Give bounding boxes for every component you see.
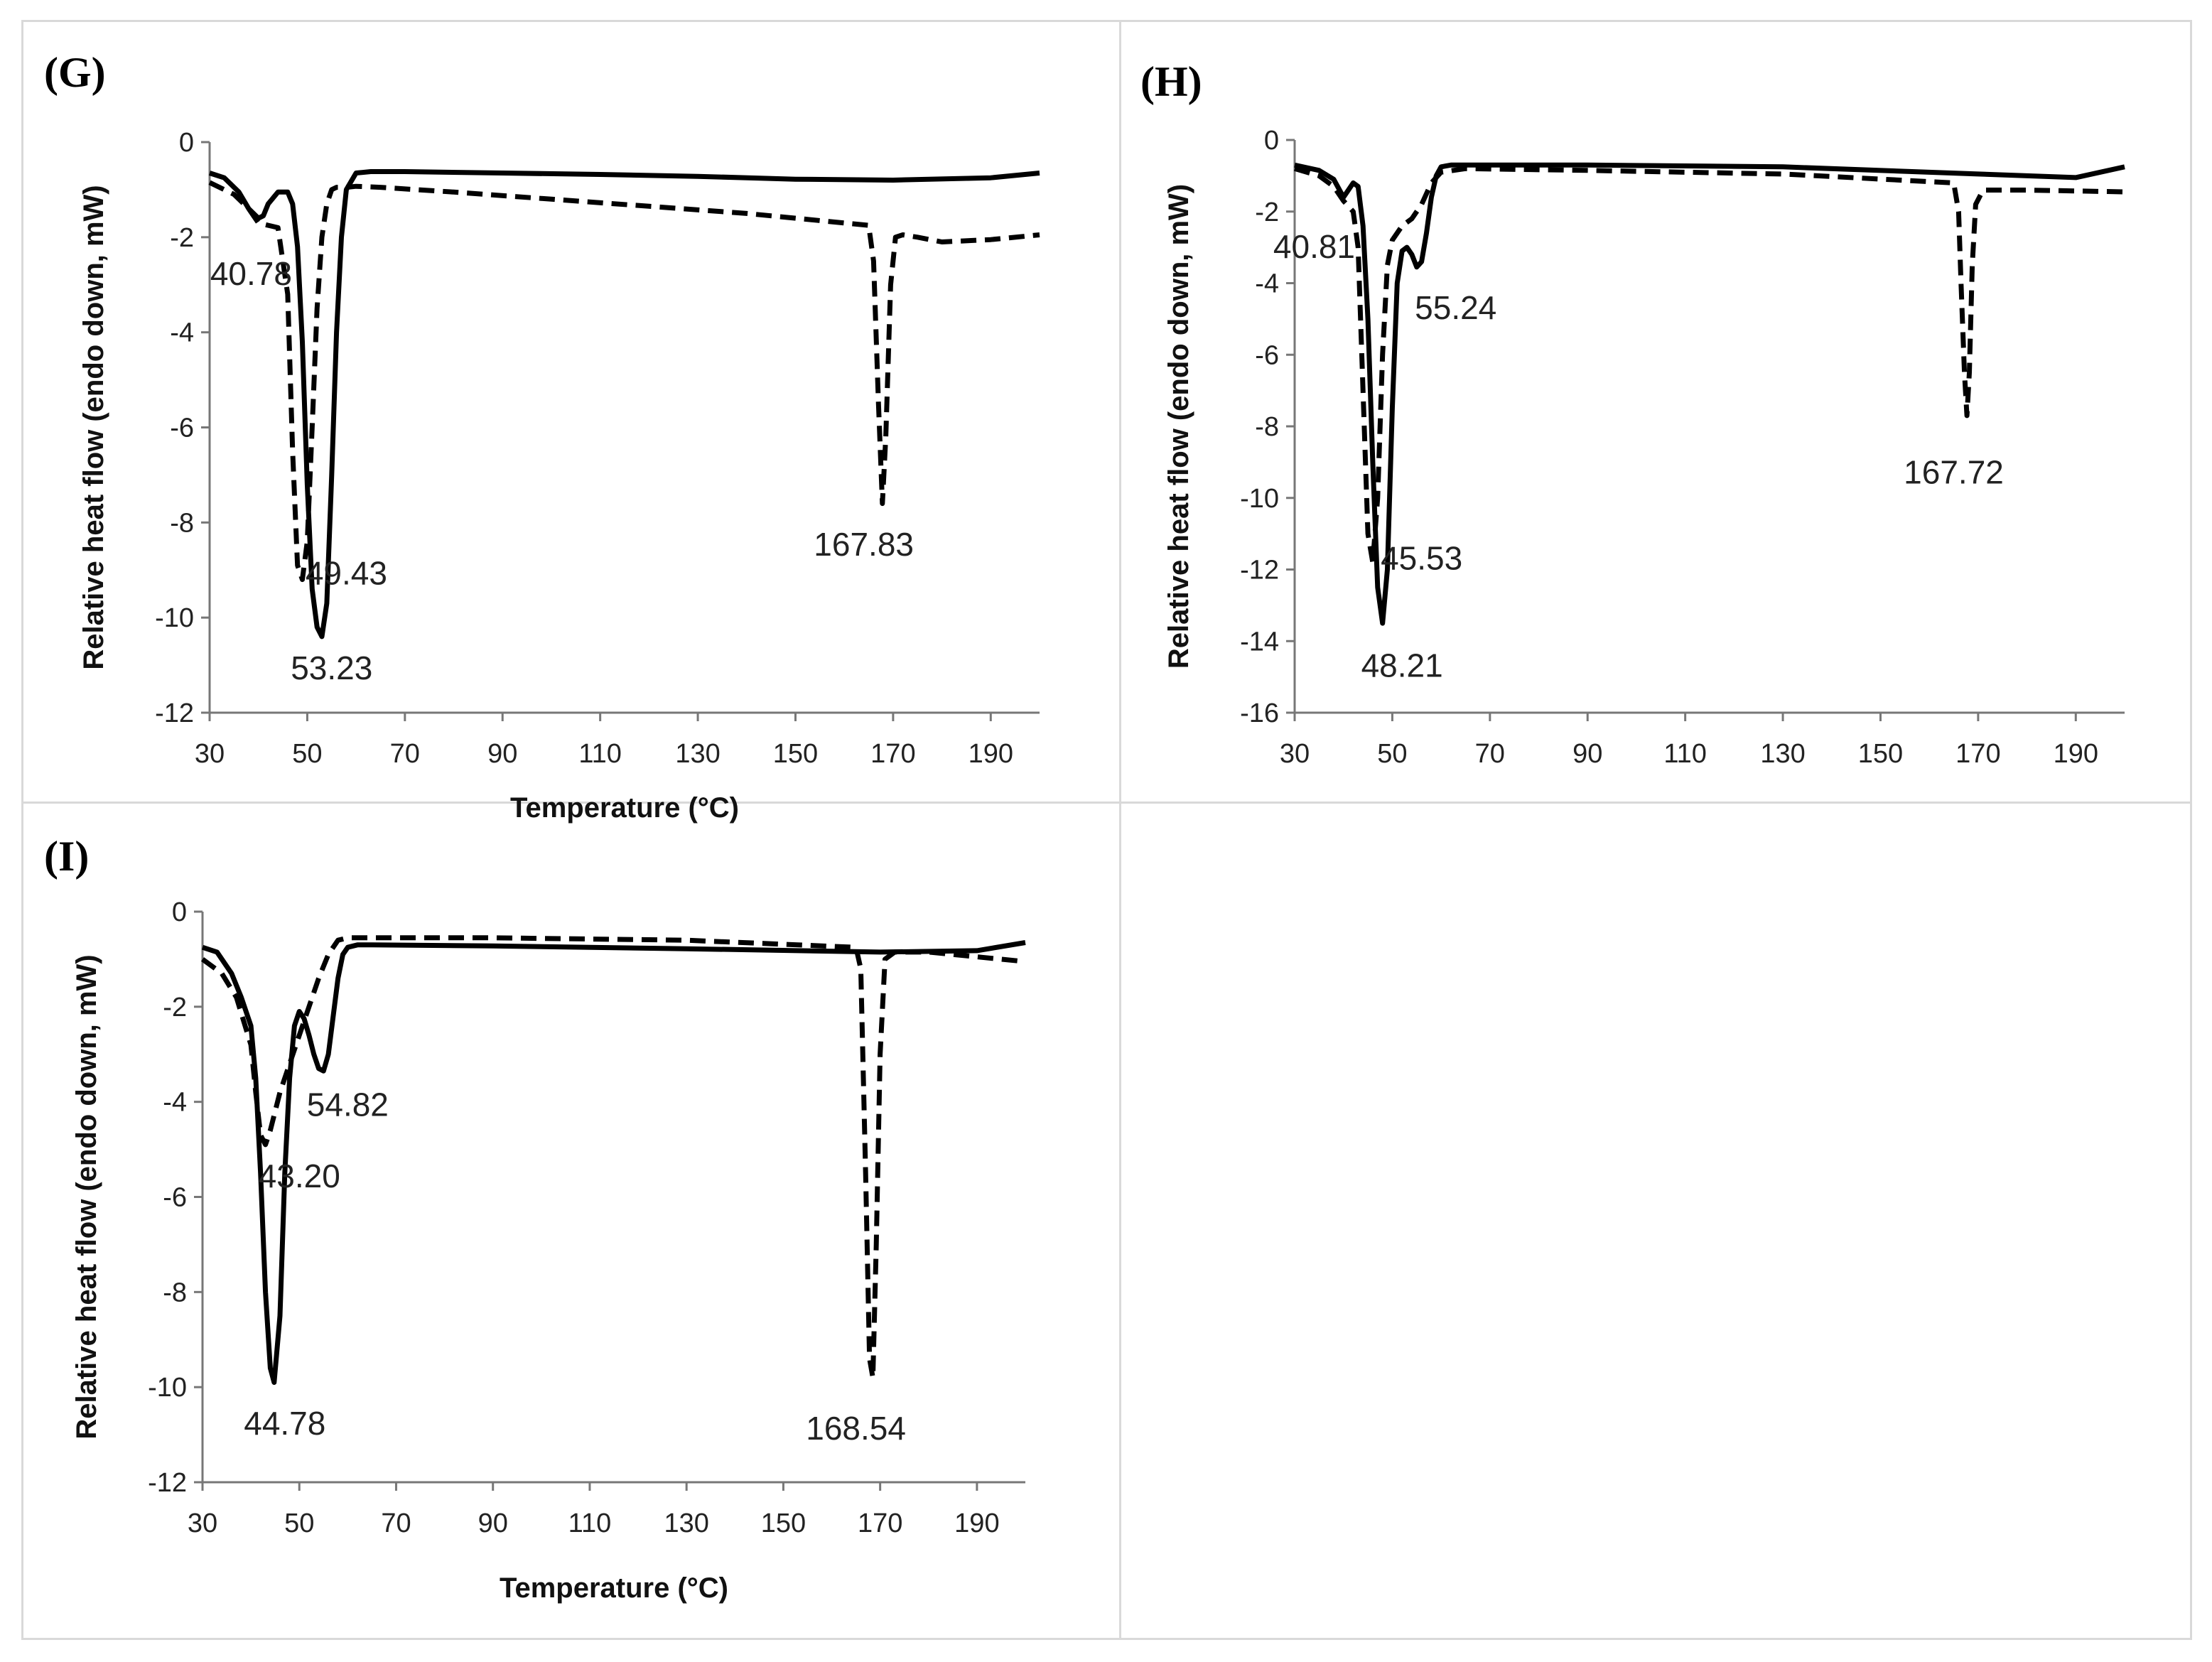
x-tick-label: 70	[390, 739, 420, 769]
y-tick-label: -2	[163, 993, 187, 1022]
x-tick-label: 190	[2054, 739, 2098, 769]
x-tick-label: 150	[1858, 739, 1903, 769]
y-tick-label: -6	[1255, 340, 1279, 370]
peak-label: 45.53	[1381, 540, 1462, 577]
panel-label: (I)	[44, 833, 89, 880]
x-tick-label: 190	[954, 1509, 999, 1538]
y-tick-label: -8	[170, 508, 194, 538]
y-tick-label: -8	[1255, 412, 1279, 442]
x-tick-label: 90	[478, 1509, 508, 1538]
x-tick-label: 110	[568, 1509, 612, 1538]
series-dashed-line	[208, 180, 1040, 583]
x-tick-label: 110	[1663, 739, 1707, 769]
y-tick-label: -6	[163, 1183, 187, 1213]
y-tick-label: -4	[170, 318, 194, 348]
y-tick-label: -12	[148, 1468, 187, 1498]
peak-label: 44.78	[244, 1405, 325, 1442]
peak-label: 43.20	[259, 1158, 340, 1194]
x-tick-label: 170	[858, 1509, 902, 1538]
x-tick-label: 130	[1760, 739, 1805, 769]
y-tick-label: 0	[179, 128, 194, 158]
panel-label: (H)	[1140, 58, 1202, 105]
peak-label: 167.83	[814, 526, 914, 563]
y-tick-label: 0	[1264, 126, 1279, 156]
y-tick-label: -8	[163, 1278, 187, 1307]
x-tick-label: 50	[284, 1509, 314, 1538]
panel-label: (G)	[44, 49, 106, 96]
series-solid-line	[208, 169, 1040, 640]
y-tick-label: -14	[1240, 627, 1279, 657]
x-tick-label: 70	[1475, 739, 1505, 769]
series-solid-line	[1294, 162, 2125, 626]
x-tick-label: 30	[195, 739, 225, 769]
x-tick-label: 50	[292, 739, 322, 769]
x-tick-label: 190	[969, 739, 1013, 769]
peak-label: 168.54	[806, 1410, 906, 1447]
series-dashed-line	[1294, 166, 2125, 565]
x-tick-label: 30	[188, 1509, 217, 1538]
x-tick-label: 90	[1572, 739, 1602, 769]
x-tick-label: 130	[664, 1509, 708, 1538]
y-tick-label: -10	[1240, 484, 1279, 514]
x-tick-label: 70	[381, 1509, 411, 1538]
y-tick-label: -10	[155, 603, 194, 633]
x-tick-label: 170	[1955, 739, 2000, 769]
y-tick-label: -12	[155, 698, 194, 728]
x-tick-label: 170	[870, 739, 915, 769]
peak-label: 40.78	[210, 255, 292, 292]
panel-frame-h	[1119, 20, 2192, 804]
x-axis-title: Temperature (°C)	[500, 1572, 728, 1604]
y-axis-title: Relative heat flow (endo down, mW)	[1163, 184, 1194, 669]
x-tick-label: 150	[773, 739, 818, 769]
peak-label: 40.81	[1273, 228, 1355, 265]
y-tick-label: -10	[148, 1373, 187, 1403]
peak-label: 54.82	[307, 1086, 389, 1123]
y-tick-label: -16	[1240, 698, 1279, 728]
peak-label: 49.43	[306, 554, 387, 591]
panel-frame-g	[21, 20, 1121, 804]
x-tick-label: 50	[1377, 739, 1407, 769]
panel-frame-empty	[1119, 802, 2192, 1640]
x-tick-label: 150	[761, 1509, 806, 1538]
x-tick-label: 130	[675, 739, 720, 769]
y-tick-label: -2	[170, 223, 194, 253]
y-tick-label: -12	[1240, 556, 1279, 586]
y-tick-label: -2	[1255, 198, 1279, 227]
x-tick-label: 90	[487, 739, 517, 769]
y-tick-label: -6	[170, 414, 194, 443]
peak-label: 55.24	[1415, 289, 1496, 326]
y-axis-title: Relative heat flow (endo down, mW)	[78, 185, 109, 669]
y-tick-label: 0	[172, 897, 187, 927]
y-tick-label: -4	[163, 1088, 187, 1118]
y-tick-label: -4	[1255, 269, 1279, 299]
series-dashed-line	[200, 935, 1026, 1381]
x-tick-label: 110	[578, 739, 622, 769]
x-tick-label: 30	[1280, 739, 1310, 769]
x-axis-title: Temperature (°C)	[510, 792, 739, 824]
peak-label: 53.23	[291, 649, 372, 686]
peak-label: 48.21	[1361, 647, 1443, 684]
peak-label: 167.72	[1904, 454, 2004, 491]
y-axis-title: Relative heat flow (endo down, mW)	[71, 954, 102, 1439]
